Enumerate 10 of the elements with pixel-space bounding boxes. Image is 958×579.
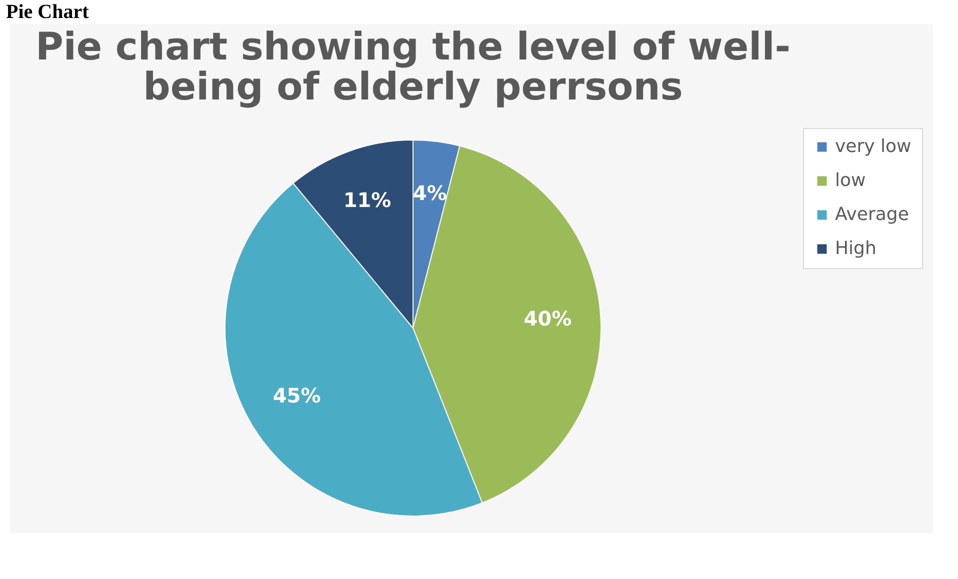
data-label: 4% bbox=[412, 181, 447, 206]
data-label: 45% bbox=[272, 384, 321, 408]
text: Pie Chart bbox=[5, 0, 90, 24]
data-label: 40% bbox=[524, 306, 572, 331]
legend-label: Average bbox=[835, 204, 909, 225]
text: Pie chart showing the level of well- bbox=[35, 24, 791, 68]
legend-label: High bbox=[835, 238, 876, 259]
legend-label: very low bbox=[835, 136, 912, 157]
legend-label: low bbox=[835, 170, 866, 191]
data-label: 11% bbox=[343, 188, 392, 212]
